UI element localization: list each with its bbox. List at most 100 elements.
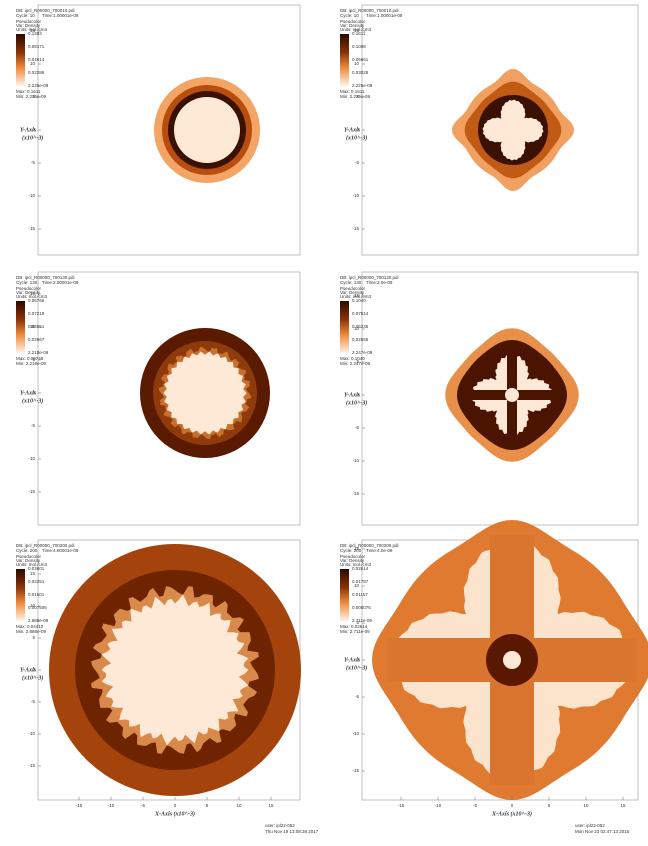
y-tick-label: -10 [352, 731, 359, 736]
x-tick-label: -15 [76, 803, 83, 808]
cycle-label: Cycle: 130 [340, 280, 362, 285]
y-tick-label: -5 [355, 694, 359, 699]
y-tick-label: -5 [31, 160, 35, 165]
x-tick-label: -5 [473, 803, 477, 808]
y-tick-label: -15 [352, 226, 359, 231]
x-tick-label: -15 [398, 803, 405, 808]
x-tick-label: 0 [174, 803, 177, 808]
legend-tick: 0.02251 [28, 579, 45, 584]
legend-tick: 2.888e-09 [28, 618, 49, 623]
y-tick-label: 10 [354, 326, 360, 331]
legend-tick: 2.218e-09 [28, 350, 49, 355]
cycle-label: Cycle: 10 [340, 13, 359, 18]
min-label: Min: 2.225e-09 [16, 94, 47, 99]
y-axis-unit: (x10^-3) [22, 674, 43, 681]
time-label: Time:1.00001e-09 [366, 13, 403, 18]
y-tick-label: -10 [352, 458, 359, 463]
y-axis-unit: (x10^-3) [346, 134, 367, 141]
x-tick-label: -5 [141, 803, 145, 808]
color-bar [16, 34, 25, 86]
legend-tick: 0.01157 [352, 592, 368, 597]
min-label: Min: 2.888e-09 [16, 629, 47, 634]
legend-tick: 0.08171 [28, 44, 45, 49]
x-tick-label: -10 [435, 803, 442, 808]
x-tick-label: 5 [548, 803, 551, 808]
color-bar [340, 569, 349, 621]
min-label: Min: 2.247e-09 [340, 361, 371, 366]
y-tick-label: -15 [352, 491, 359, 496]
legend-tick: 0.1008 [352, 44, 366, 49]
legend-tick: 0.03028 [352, 70, 369, 75]
y-tick-label: 10 [30, 603, 36, 608]
time-label: Time:2.00001e-09 [42, 280, 79, 285]
cycle-label: Cycle: 10 [16, 13, 35, 18]
center [505, 388, 519, 402]
center-core [503, 651, 521, 669]
y-axis-unit: (x10^-3) [346, 399, 367, 406]
y-axis-unit: (x10^-3) [346, 664, 367, 671]
time-label: Time:1.00001e-09 [42, 13, 79, 18]
legend-tick: 0.06766 [28, 298, 45, 303]
x-tick-label: 0 [511, 803, 514, 808]
x-axis-label: X-Axis (x10^-3) [154, 810, 195, 817]
y-tick-label: -5 [31, 699, 35, 704]
legend-tick: 0.1040 [352, 298, 366, 303]
y-tick-label: 15 [30, 571, 36, 576]
y-tick-label: 15 [354, 28, 360, 33]
min-label: Min: 2.218e-09 [16, 361, 47, 366]
color-bar [340, 301, 349, 353]
legend-tick: 0.07219 [28, 311, 45, 316]
y-tick-label: 15 [30, 291, 36, 296]
y-tick-label: 10 [30, 324, 36, 329]
y-tick-label: -5 [31, 423, 35, 428]
legend-tick: 2.247e-09 [352, 350, 373, 355]
cycle-label: Cycle: 200 [16, 548, 38, 553]
time-label: Time:4.00001e-09 [42, 548, 79, 553]
legend-tick: 0.01501 [28, 592, 45, 597]
y-tick-label: -15 [28, 489, 35, 494]
y-tick-label: -10 [352, 193, 359, 198]
x-tick-label: 10 [583, 803, 589, 808]
panel: DB: ipcl_R00000_700130.pdiCycle: 130Time… [16, 272, 300, 525]
min-label: Min: 2.225e-09 [340, 94, 371, 99]
footer-date: Thu Nov 19 13:08:38 2017 [265, 829, 319, 834]
x-tick-label: 15 [268, 803, 274, 808]
color-bar [16, 569, 25, 621]
y-tick-label: -10 [28, 193, 35, 198]
y-tick-label: 15 [354, 546, 360, 551]
y-tick-label: 15 [354, 293, 360, 298]
y-axis-unit: (x10^-3) [22, 134, 43, 141]
color-bar [340, 34, 349, 86]
legend-tick: 0.005076 [352, 605, 371, 610]
x-axis-label: X-Axis (x10^-3) [491, 810, 532, 817]
figure: DB: ipcl_R00000_700010.pdiCycle: 10Time:… [0, 0, 648, 841]
x-tick-label: 5 [206, 803, 209, 808]
y-tick-label: 10 [30, 61, 36, 66]
y-tick-label: -15 [28, 226, 35, 231]
y-tick-label: 10 [354, 583, 360, 588]
time-label: Time:2.0e-09 [366, 280, 393, 285]
legend-tick: 0.02667 [28, 337, 45, 342]
legend-tick: 0.02286 [28, 70, 45, 75]
legend-tick: 2.711e-09 [352, 618, 372, 623]
x-tick-label: 15 [620, 803, 626, 808]
min-label: Min: 2.711e-09 [340, 629, 370, 634]
legend-tick: 0.07814 [352, 311, 369, 316]
y-axis-unit: (x10^-3) [22, 397, 43, 404]
color-bar [16, 301, 25, 353]
legend-tick: 0.02655 [352, 337, 369, 342]
legend-tick: 0.02614 [352, 566, 369, 571]
footer-date: Mon Nov 23 02:47:13 2015 [575, 829, 630, 834]
x-tick-label: 10 [236, 803, 242, 808]
y-tick-label: 10 [354, 61, 360, 66]
footer-user: user: ipl22-052 [575, 823, 605, 828]
y-tick-label: -15 [352, 768, 359, 773]
y-tick-label: -5 [355, 160, 359, 165]
legend-tick: 2.225e-09 [28, 83, 49, 88]
time-label: Time:4.0e-09 [366, 548, 393, 553]
y-tick-label: -10 [28, 731, 35, 736]
